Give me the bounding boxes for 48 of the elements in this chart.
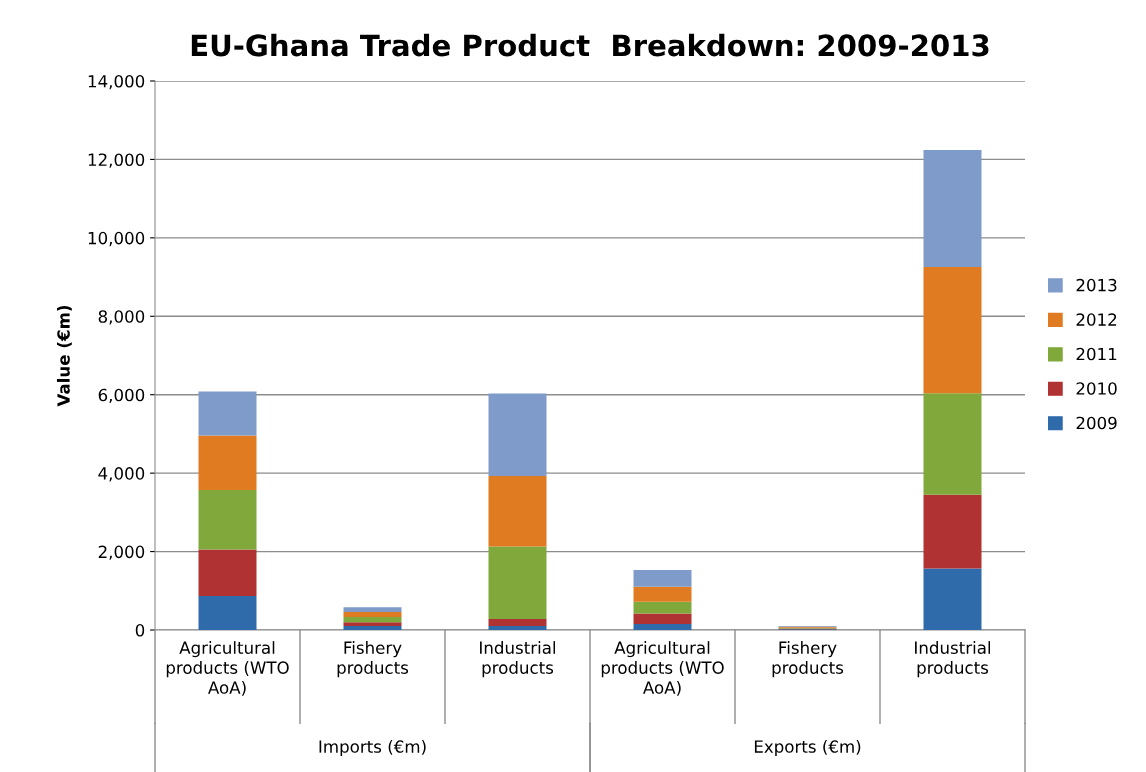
y-tick-label: 8,000: [98, 310, 145, 325]
text: Imports (€m): [319, 739, 426, 757]
bar: [343, 626, 402, 630]
text: Exports (€m): [754, 739, 861, 757]
bar: [488, 626, 547, 630]
bar: [198, 490, 257, 550]
y-tick-label: 0: [135, 623, 145, 637]
bar: [633, 570, 692, 587]
bar: [343, 617, 402, 623]
legend-label: 2011: [1076, 347, 1117, 361]
legend-label: 2012: [1076, 313, 1117, 326]
bar: [488, 619, 547, 627]
bar: [198, 391, 257, 436]
y-axis-title: Value (€m): [56, 305, 72, 407]
bar: [488, 393, 547, 476]
bar: [633, 601, 692, 614]
x-tick-label: Agricultural products (WTO AoA): [166, 641, 289, 696]
legend-label: 2013: [1076, 278, 1117, 292]
bar: [633, 613, 692, 625]
bar: [198, 435, 257, 490]
bar: [923, 393, 982, 495]
bar: [633, 624, 692, 630]
bar: [198, 595, 257, 630]
bar: [343, 607, 402, 612]
x-tick-label: Agricultural products (WTO AoA): [601, 641, 724, 696]
y-tick-label: 14,000: [88, 74, 145, 90]
y-tick-label: 4,000: [98, 467, 145, 482]
y-tick-label: 10,000: [88, 231, 145, 247]
legend-label: 2009: [1076, 416, 1117, 430]
chart-title: EU-Ghana Trade Product Breakdown: 2009-2013: [191, 33, 989, 57]
y-tick-label: 12,000: [88, 153, 145, 168]
bar: [633, 586, 692, 602]
legend-label: 2010: [1076, 382, 1117, 395]
bar: [923, 150, 982, 267]
bar: [488, 546, 547, 620]
bar: [198, 549, 257, 596]
bar: [923, 494, 982, 569]
bar: [923, 266, 982, 394]
bar: [488, 475, 547, 547]
x-tick-label: Fishery products: [772, 641, 844, 678]
bar: [343, 611, 402, 618]
x-tick-label: Fishery products: [337, 641, 409, 678]
x-tick-label: Industrial products: [915, 641, 991, 678]
bar: [923, 568, 982, 630]
y-tick-label: 6,000: [98, 388, 145, 403]
y-tick-label: 2,000: [98, 545, 145, 560]
x-tick-label: Industrial products: [480, 641, 556, 678]
bar: [343, 622, 402, 627]
